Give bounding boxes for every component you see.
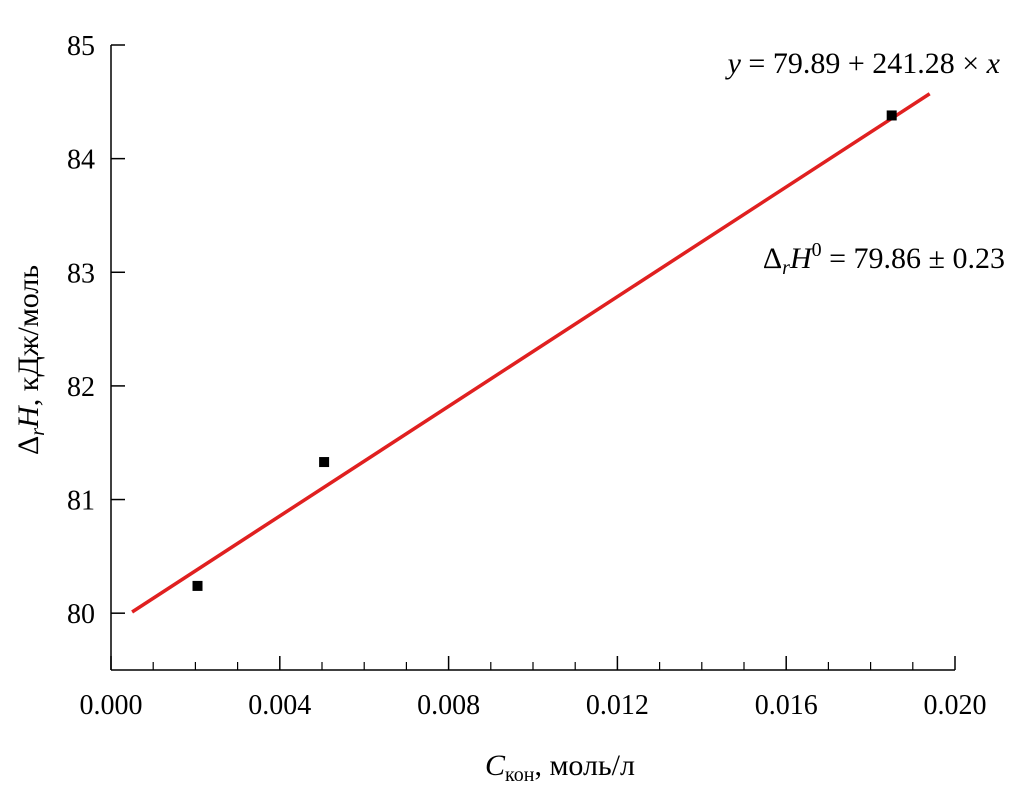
data-point bbox=[886, 110, 897, 121]
result-superscript: 0 bbox=[812, 239, 822, 261]
result-value: = 79.86 ± 0.23 bbox=[822, 242, 1005, 275]
x-axis-unit: , моль/л bbox=[534, 749, 635, 782]
y-axis-symbol: H bbox=[12, 404, 45, 429]
x-tick-label: 0.008 bbox=[417, 690, 480, 721]
points-layer bbox=[192, 110, 897, 591]
fit-layer bbox=[131, 92, 931, 614]
fit-equation: y = 79.89 + 241.28 × x bbox=[725, 47, 1001, 80]
y-tick-label: 84 bbox=[67, 145, 95, 176]
result-subscript: r bbox=[782, 257, 790, 279]
result-delta: Δ bbox=[763, 242, 782, 275]
y-axis-unit: , кДж/моль bbox=[12, 265, 45, 406]
x-tick-label: 0.000 bbox=[80, 690, 143, 721]
x-tick-label: 0.016 bbox=[755, 690, 818, 721]
data-point bbox=[319, 457, 330, 468]
axes bbox=[110, 45, 955, 671]
y-tick-label: 82 bbox=[67, 372, 95, 403]
x-axis-title: Cкон, моль/л bbox=[485, 749, 635, 786]
y-tick-label: 83 bbox=[67, 258, 95, 289]
x-axis-subscript: кон bbox=[505, 764, 535, 786]
data-point bbox=[192, 580, 203, 591]
x-tick-label: 0.004 bbox=[248, 690, 311, 721]
y-ticks: 80 81 82 83 84 85 bbox=[67, 31, 125, 630]
y-tick-label: 85 bbox=[67, 31, 95, 62]
y-axis-subscript: r bbox=[27, 428, 49, 436]
fit-line bbox=[131, 92, 931, 614]
result-symbol: H bbox=[789, 242, 814, 275]
equation-x: x bbox=[986, 47, 1001, 80]
y-tick-label: 80 bbox=[67, 599, 95, 630]
x-ticks: 0.000 0.004 0.008 0.012 0.016 0.020 bbox=[80, 656, 987, 721]
x-axis-symbol: C bbox=[485, 749, 506, 782]
y-tick-label: 81 bbox=[67, 486, 95, 517]
x-tick-label: 0.012 bbox=[586, 690, 649, 721]
y-axis-delta: Δ bbox=[12, 436, 45, 455]
x-tick-label: 0.020 bbox=[924, 690, 987, 721]
y-axis-title: ΔrH, кДж/моль bbox=[12, 265, 49, 455]
equation-rest: = 79.89 + 241.28 × bbox=[741, 47, 987, 80]
result-annotation: ΔrH0 = 79.86 ± 0.23 bbox=[763, 239, 1005, 279]
equation-y: y bbox=[725, 47, 742, 80]
